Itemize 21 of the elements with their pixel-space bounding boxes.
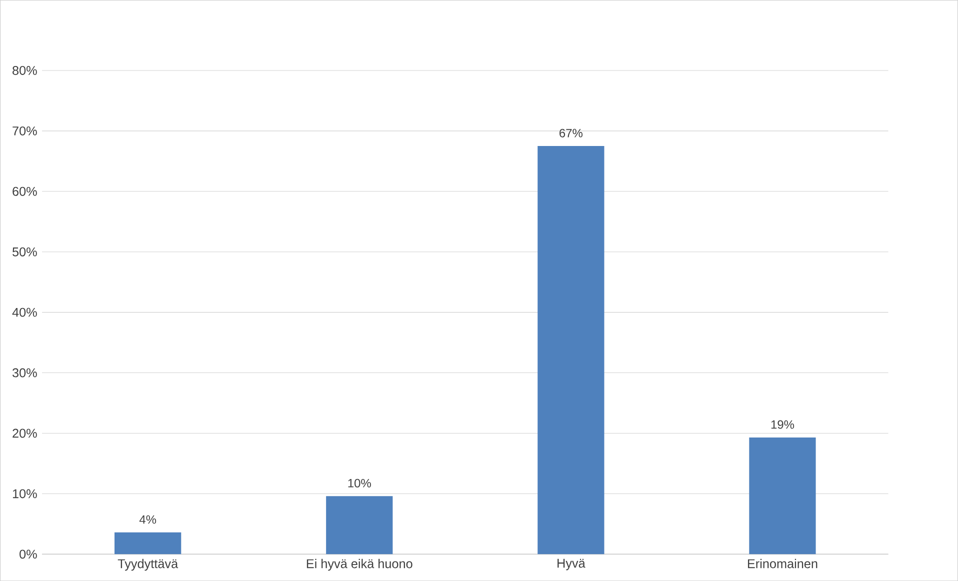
bar [114,532,182,554]
y-tick-label: 10% [12,489,37,498]
y-tick-label: 30% [12,368,37,378]
x-tick-label: Hyvä [558,558,586,570]
data-label: 67% [560,128,582,138]
y-tick-label: 0% [20,550,37,559]
y-tick-label: 40% [12,308,37,317]
x-tick-label: Ei hyvä eikä huono [306,558,412,571]
y-tick-label: 20% [12,428,37,438]
y-tick-label: 70% [12,126,37,136]
x-tick-label: Erinomainen [748,558,818,568]
data-label: 4% [139,515,156,524]
data-label: 10% [348,478,371,488]
y-tick-label: 60% [12,186,37,196]
bar [749,437,816,554]
bar [538,146,604,554]
y-tick-label: 50% [12,247,37,256]
y-tick-label: 80% [12,66,37,75]
bar [326,496,393,554]
data-label: 19% [771,420,794,429]
x-tick-label: Tyydyttävä [118,558,178,571]
